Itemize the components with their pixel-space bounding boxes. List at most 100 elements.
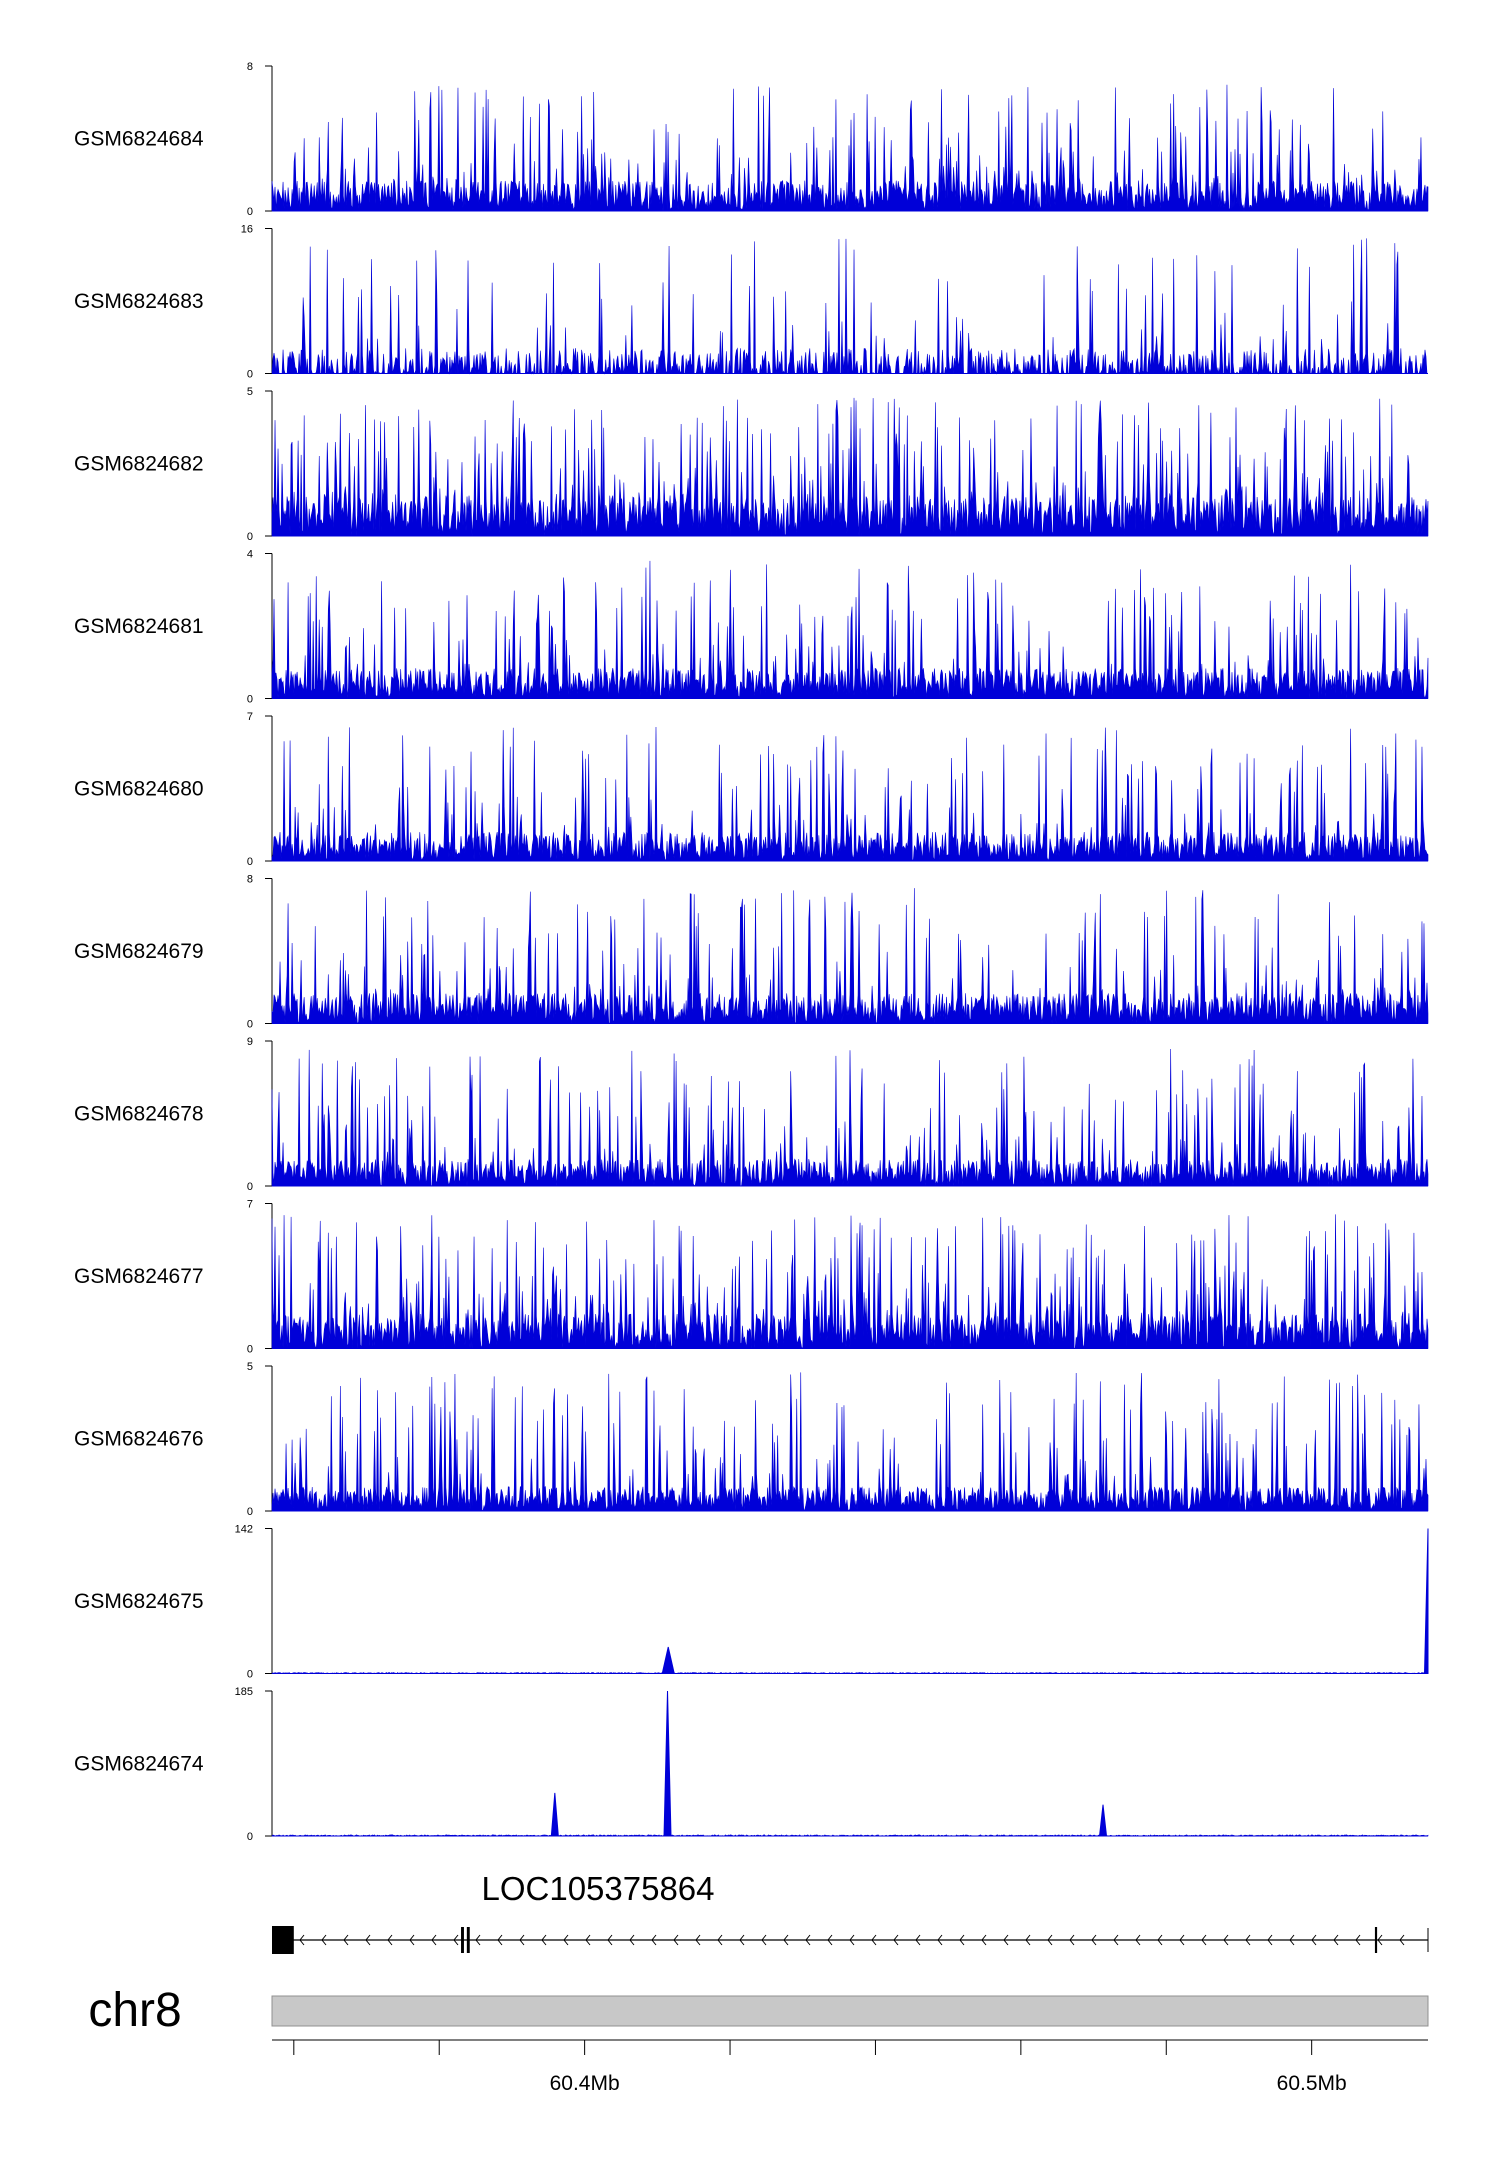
gene-exon xyxy=(466,1927,470,1953)
strand-arrow-icon xyxy=(1135,1934,1141,1946)
strand-arrow-icon xyxy=(1091,1934,1097,1946)
track-GSM6824678: 9 0 GSM6824678 xyxy=(74,1036,1429,1193)
chromosome-ideogram: chr8 xyxy=(88,1984,1429,2037)
gene-exon xyxy=(272,1926,294,1954)
strand-arrow-icon xyxy=(1333,1934,1339,1946)
strand-arrow-icon xyxy=(761,1934,767,1946)
track-label: GSM6824684 xyxy=(74,128,204,151)
coverage-signal xyxy=(271,888,1429,1025)
strand-arrow-icon xyxy=(915,1934,921,1946)
strand-arrow-icon xyxy=(1377,1934,1383,1946)
chromosome-label: chr8 xyxy=(88,1984,181,2037)
strand-arrow-icon xyxy=(827,1934,833,1946)
strand-arrow-icon xyxy=(1399,1934,1405,1946)
x-tick-label: 60.5Mb xyxy=(1277,2072,1347,2095)
track-GSM6824684: 8 0 GSM6824684 xyxy=(74,61,1429,218)
y-tick-label-max: 5 xyxy=(247,386,253,398)
coverage-signal xyxy=(271,84,1429,212)
strand-arrow-icon xyxy=(1069,1934,1075,1946)
track-label: GSM6824677 xyxy=(74,1265,204,1288)
y-tick-label-max: 9 xyxy=(247,1036,253,1048)
strand-arrow-icon xyxy=(475,1934,481,1946)
strand-arrow-icon xyxy=(431,1934,437,1946)
track-GSM6824675: 142 0 GSM6824675 xyxy=(74,1524,1429,1681)
strand-arrow-icon xyxy=(937,1934,943,1946)
coverage-peak xyxy=(663,1690,672,1837)
y-tick-label-zero: 0 xyxy=(247,1181,253,1193)
y-tick-label-max: 8 xyxy=(247,874,253,886)
y-tick-label-max: 7 xyxy=(247,1199,253,1211)
y-tick-label-zero: 0 xyxy=(247,1344,253,1356)
y-tick-label-zero: 0 xyxy=(247,369,253,381)
track-GSM6824676: 5 0 GSM6824676 xyxy=(74,1361,1429,1518)
strand-arrow-icon xyxy=(343,1934,349,1946)
coverage-signal xyxy=(271,1834,1429,1837)
strand-arrow-icon xyxy=(1245,1934,1251,1946)
track-label: GSM6824681 xyxy=(74,615,204,638)
y-tick-label-zero: 0 xyxy=(247,1019,253,1031)
strand-arrow-icon xyxy=(695,1934,701,1946)
strand-arrow-icon xyxy=(981,1934,987,1946)
strand-arrow-icon xyxy=(409,1934,415,1946)
strand-arrow-icon xyxy=(497,1934,503,1946)
strand-arrow-icon xyxy=(1223,1934,1229,1946)
strand-arrow-icon xyxy=(541,1934,547,1946)
strand-arrow-icon xyxy=(365,1934,371,1946)
strand-arrow-icon xyxy=(849,1934,855,1946)
track-GSM6824682: 5 0 GSM6824682 xyxy=(74,386,1429,543)
strand-arrow-icon xyxy=(651,1934,657,1946)
track-GSM6824677: 7 0 GSM6824677 xyxy=(74,1199,1429,1356)
track-label: GSM6824674 xyxy=(74,1753,204,1776)
y-tick-label-zero: 0 xyxy=(247,1669,253,1681)
track-GSM6824683: 16 0 GSM6824683 xyxy=(74,224,1428,381)
track-GSM6824679: 8 0 GSM6824679 xyxy=(74,874,1429,1031)
strand-arrow-icon xyxy=(387,1934,393,1946)
strand-arrow-icon xyxy=(519,1934,525,1946)
strand-arrow-icon xyxy=(563,1934,569,1946)
coverage-signal xyxy=(271,1214,1429,1350)
y-tick-label-max: 16 xyxy=(241,224,253,236)
track-label: GSM6824683 xyxy=(74,290,204,313)
track-label: GSM6824680 xyxy=(74,778,204,801)
gene-track: LOC105375864 xyxy=(272,1870,1429,1954)
track-GSM6824674: 185 0 GSM6824674 xyxy=(74,1686,1429,1843)
y-tick-label-zero: 0 xyxy=(247,694,253,706)
y-tick-label-zero: 0 xyxy=(247,1506,253,1518)
strand-arrow-icon xyxy=(783,1934,789,1946)
x-tick-label: 60.4Mb xyxy=(550,2072,620,2095)
track-label: GSM6824682 xyxy=(74,453,204,476)
strand-arrow-icon xyxy=(1201,1934,1207,1946)
strand-arrow-icon xyxy=(299,1934,305,1946)
y-tick-label-zero: 0 xyxy=(247,856,253,868)
track-label: GSM6824676 xyxy=(74,1428,204,1451)
coverage-signal xyxy=(271,238,1428,375)
y-tick-label-max: 8 xyxy=(247,61,253,73)
coverage-peak xyxy=(661,1646,675,1674)
strand-arrow-icon xyxy=(1179,1934,1185,1946)
y-tick-label-max: 5 xyxy=(247,1361,253,1373)
strand-arrow-icon xyxy=(1157,1934,1163,1946)
gene-name: LOC105375864 xyxy=(481,1870,714,1907)
strand-arrow-icon xyxy=(629,1934,635,1946)
strand-arrow-icon xyxy=(1113,1934,1119,1946)
coverage-signal xyxy=(271,726,1429,862)
strand-arrow-icon xyxy=(871,1934,877,1946)
y-tick-label-zero: 0 xyxy=(247,206,253,218)
strand-arrow-icon xyxy=(607,1934,613,1946)
genomic-x-axis: 60.4Mb 60.5Mb xyxy=(272,2039,1428,2095)
gene-exon xyxy=(1374,1927,1378,1953)
strand-arrow-icon xyxy=(717,1934,723,1946)
coverage-signal xyxy=(271,397,1429,537)
coverage-peak xyxy=(1098,1804,1108,1837)
strand-arrow-icon xyxy=(321,1934,327,1946)
coverage-peak xyxy=(550,1792,559,1837)
coverage-signal xyxy=(271,1672,1429,1674)
track-label: GSM6824678 xyxy=(74,1103,204,1126)
strand-arrow-icon xyxy=(1311,1934,1317,1946)
strand-arrow-icon xyxy=(893,1934,899,1946)
strand-arrow-icon xyxy=(453,1934,459,1946)
strand-arrow-icon xyxy=(585,1934,591,1946)
y-tick-label-zero: 0 xyxy=(247,1831,253,1843)
strand-arrow-icon xyxy=(1289,1934,1295,1946)
